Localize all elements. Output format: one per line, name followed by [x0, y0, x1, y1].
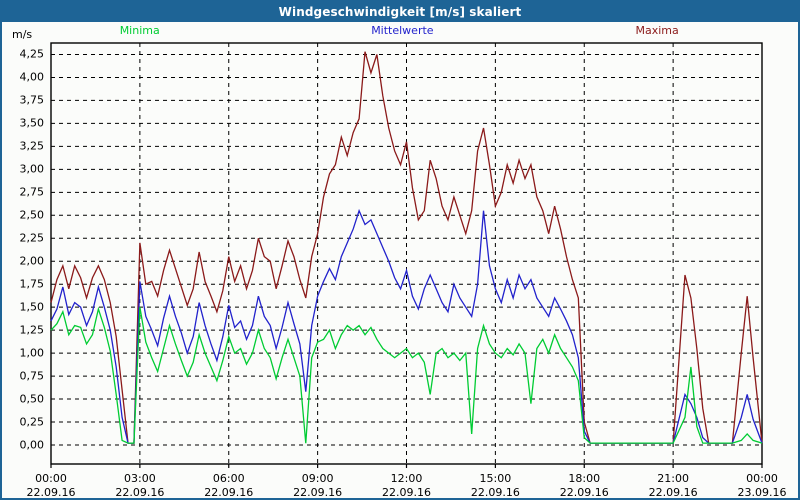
x-axis-tick-time: 18:00: [568, 472, 601, 485]
x-axis-tick-date: 22.09.16: [382, 486, 431, 499]
x-axis-tick-date: 23.09.16: [737, 486, 787, 499]
x-axis-tick-time: 12:00: [390, 472, 423, 485]
x-axis-tick-time: 21:00: [657, 472, 689, 485]
y-axis-tick-label: 3,50: [19, 116, 45, 130]
y-axis-tick-label: 4,00: [19, 70, 45, 84]
y-axis-tick-label: 0,75: [19, 369, 45, 383]
y-axis-tick-label: 2,75: [19, 185, 45, 199]
x-axis-tick-date: 22.09.16: [26, 486, 76, 499]
page-title: Windgeschwindigkeit [m/s] skaliert: [278, 5, 522, 19]
y-axis-tick-label: 3,75: [19, 93, 45, 107]
x-axis-tick-time: 15:00: [479, 472, 512, 485]
chart-legend: Minima Mittelwerte Maxima: [2, 22, 798, 40]
x-axis-tick-date: 22.09.16: [204, 486, 254, 499]
x-axis-tick-time: 09:00: [301, 472, 334, 485]
y-axis-tick-label: 3,00: [19, 162, 45, 176]
x-axis-tick-date: 22.09.16: [115, 486, 165, 499]
x-axis-tick-date: 22.09.16: [470, 486, 520, 499]
x-axis-tick-time: 00:00: [746, 472, 778, 485]
y-axis-tick-label: 1,75: [19, 277, 45, 291]
window-title-bar: Windgeschwindigkeit [m/s] skaliert: [2, 2, 798, 22]
y-axis-tick-label: 1,50: [19, 300, 45, 314]
x-axis-tick-time: 00:00: [35, 472, 67, 485]
series-line-maxima: [50, 51, 763, 444]
y-axis-tick-label: 1,00: [19, 346, 45, 360]
legend-item-minima: Minima: [119, 24, 160, 37]
y-axis-tick-label: 2,00: [19, 254, 45, 268]
y-axis-tick-label: 1,25: [19, 323, 45, 337]
y-axis-tick-label: 0,25: [19, 415, 45, 429]
x-axis-tick-time: 06:00: [212, 472, 245, 485]
y-axis-title: m/s: [12, 28, 33, 41]
y-axis-tick-label: 0,00: [19, 438, 45, 452]
x-axis-tick-time: 03:00: [124, 472, 156, 485]
x-axis-tick-date: 22.09.16: [559, 486, 609, 499]
y-axis-tick-label: 2,25: [19, 231, 45, 245]
y-axis-tick-label: 0,50: [19, 392, 45, 406]
y-axis-tick-label: 4,25: [19, 47, 45, 61]
legend-item-maxima: Maxima: [635, 24, 679, 37]
y-axis-tick-label: 2,50: [19, 208, 45, 222]
legend-item-mittelwerte: Mittelwerte: [371, 24, 434, 37]
series-line-mittelwerte: [50, 208, 763, 444]
x-axis-tick-date: 22.09.16: [648, 486, 698, 499]
y-axis-tick-label: 3,25: [19, 139, 45, 153]
series-line-minima: [50, 306, 763, 444]
x-axis-tick-date: 22.09.16: [293, 486, 343, 499]
